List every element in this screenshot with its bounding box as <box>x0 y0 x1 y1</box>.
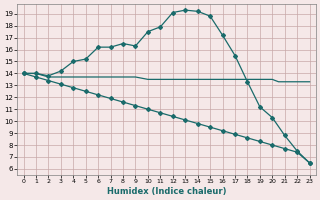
X-axis label: Humidex (Indice chaleur): Humidex (Indice chaleur) <box>107 187 226 196</box>
